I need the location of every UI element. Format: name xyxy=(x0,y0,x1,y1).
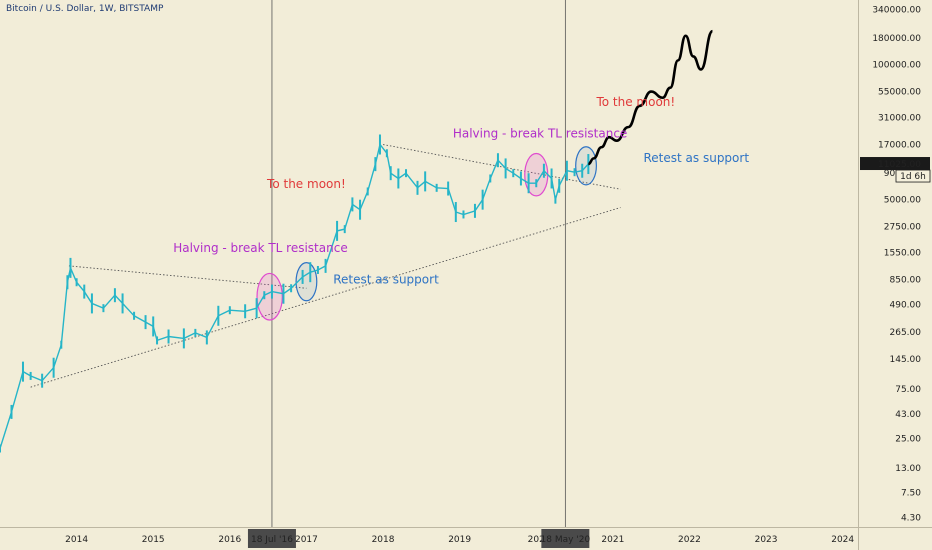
projection-curve xyxy=(588,29,714,166)
date-highlight-box-0 xyxy=(247,529,296,548)
x-tick-label: 2024 xyxy=(831,535,854,545)
x-tick-label: 2018 xyxy=(372,535,395,545)
y-tick-label: 100000.00 xyxy=(872,61,921,71)
y-tick-label: 7.50 xyxy=(901,489,921,499)
y-tick-label: 850.00 xyxy=(890,276,922,286)
x-tick-label: 2017 xyxy=(295,535,318,545)
y-tick-label: 1550.00 xyxy=(884,248,921,258)
highlight-circle-pink-0 xyxy=(256,272,283,321)
annotation-red-4: To the moon! xyxy=(595,95,675,109)
y-tick-label: 13.00 xyxy=(895,464,921,474)
y-tick-label: 31000.00 xyxy=(878,113,921,123)
y-tick-label: 17000.00 xyxy=(878,141,921,151)
current-price-label: 11025.00 xyxy=(878,160,921,170)
x-tick-label: 2023 xyxy=(755,535,778,545)
countdown-label: 1d 6h xyxy=(900,172,926,182)
y-tick-label: 55000.00 xyxy=(878,88,921,98)
annotation-blue-5: Retest as support xyxy=(644,151,750,165)
chart-title: Bitcoin / U.S. Dollar, 1W, BITSTAMP xyxy=(6,4,164,14)
annotation-red-1: To the moon! xyxy=(266,177,346,191)
current-price-tag xyxy=(860,157,930,171)
y-tick-label: 43.00 xyxy=(895,410,921,420)
highlight-circle-blue-1 xyxy=(295,262,318,302)
y-tick-label: 2750.00 xyxy=(884,223,921,233)
y-tick-label: 5000.00 xyxy=(884,196,921,206)
annotation-magenta-3: Halving - break TL resistance xyxy=(453,127,627,141)
x-tick-label: 2014 xyxy=(65,535,88,545)
x-tick-label: 2021 xyxy=(601,535,624,545)
date-highlight-label-0: 18 Jul '16 xyxy=(251,535,293,545)
x-tick-label: 2015 xyxy=(142,535,165,545)
y-tick-label: 180000.00 xyxy=(872,34,921,44)
annotation-blue-2: Retest as support xyxy=(333,272,439,286)
y-tick-label: 265.00 xyxy=(890,328,922,338)
y-tick-label: 4.30 xyxy=(901,514,921,524)
y-tick-label: 490.00 xyxy=(890,300,922,310)
y-tick-label: 340000.00 xyxy=(872,6,921,16)
annotation-magenta-0: Halving - break TL resistance xyxy=(173,241,347,255)
x-tick-label: 2022 xyxy=(678,535,701,545)
trendline-1 xyxy=(30,207,621,388)
date-highlight-box-1 xyxy=(541,529,590,548)
y-tick-label: 145.00 xyxy=(890,355,922,365)
x-tick-label: 202 xyxy=(528,535,545,545)
trendline-0 xyxy=(68,265,307,289)
countdown-tag xyxy=(895,169,931,183)
x-tick-label: 2019 xyxy=(448,535,471,545)
y-tick-label: 25.00 xyxy=(895,434,921,444)
date-highlight-label-1: 18 May '20 xyxy=(541,535,591,545)
x-tick-label: 2016 xyxy=(218,535,241,545)
y-tick-label: 75.00 xyxy=(895,385,921,395)
